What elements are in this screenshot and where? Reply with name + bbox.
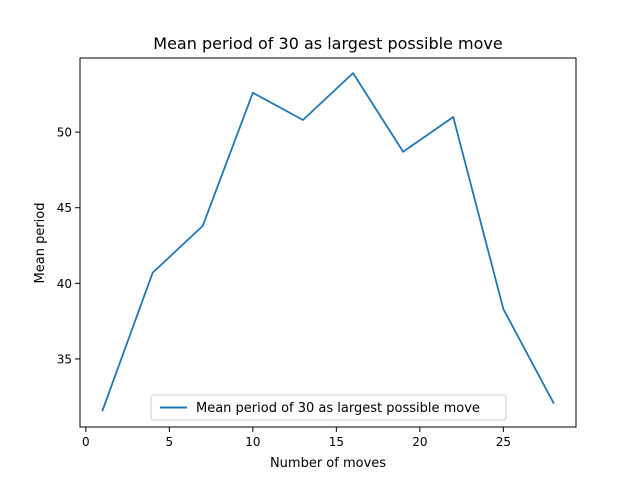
series-layer xyxy=(101,72,555,412)
x-tick-label: 5 xyxy=(166,435,174,449)
chart-title: Mean period of 30 as largest possible mo… xyxy=(153,34,502,53)
y-tick-label: 50 xyxy=(57,126,72,140)
legend-box xyxy=(150,394,507,421)
x-tick-label: 20 xyxy=(412,435,427,449)
x-axis-label: Number of moves xyxy=(270,456,386,471)
y-tick-label: 40 xyxy=(57,277,72,291)
y-tick-label: 35 xyxy=(57,352,72,366)
x-axis-ticks: 0 5 10 15 20 25 xyxy=(82,427,511,449)
y-tick-label: 45 xyxy=(57,201,72,215)
y-axis-label: Mean period xyxy=(33,203,48,284)
legend-label: Mean period of 30 as largest possible mo… xyxy=(196,401,480,416)
x-tick-label: 15 xyxy=(329,435,344,449)
x-tick-label: 0 xyxy=(82,435,90,449)
series-line xyxy=(101,72,555,412)
plot-area-frame xyxy=(79,57,577,428)
y-axis-ticks: 35 40 45 50 xyxy=(57,126,80,366)
legend: Mean period of 30 as largest possible mo… xyxy=(150,394,507,421)
x-tick-label: 25 xyxy=(496,435,511,449)
x-tick-label: 10 xyxy=(245,435,260,449)
